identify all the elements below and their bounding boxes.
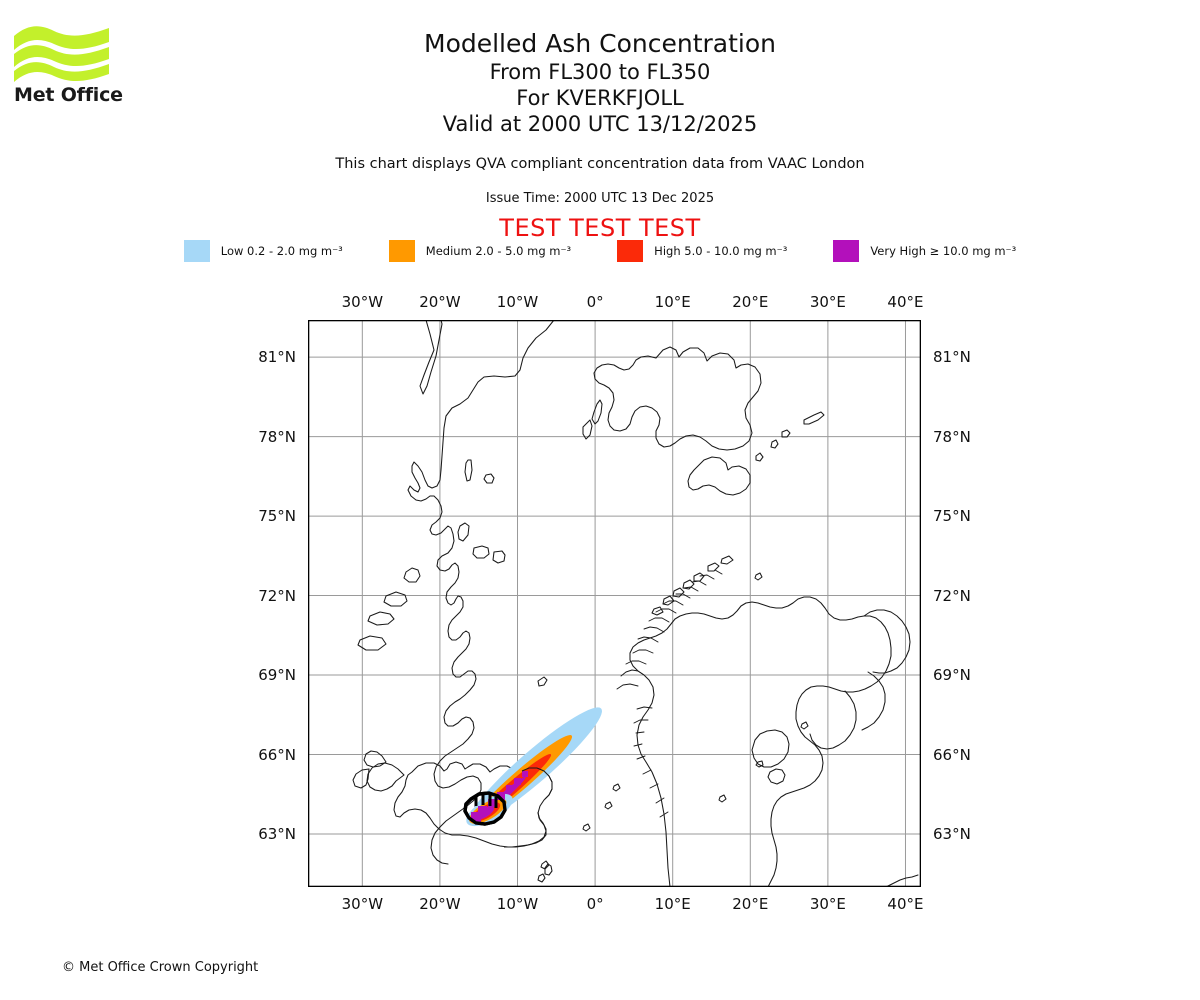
iceland-east-coast-top [521, 767, 553, 800]
legend-gap [343, 251, 389, 252]
met-office-logo: Met Office [14, 24, 124, 112]
axis-label-left-2: 69°N [258, 666, 296, 685]
met-office-logo-text: Met Office [14, 84, 123, 106]
axis-label-bottom-2: 10°W [496, 895, 539, 913]
met-office-wave-icon [14, 26, 109, 82]
axis-label-left-4: 75°N [258, 507, 296, 526]
axis-label-left-6: 81°N [258, 348, 296, 367]
axis-label-top-7: 40°E [887, 293, 924, 311]
legend-swatch-high [617, 240, 644, 262]
axis-label-top-5: 20°E [732, 293, 769, 311]
iceland-south-coast-top [504, 811, 547, 848]
legend-gap [571, 251, 617, 252]
legend-label-very-high: Very High ≥ 10.0 mg m⁻³ [870, 244, 1017, 258]
map-svg [308, 320, 921, 887]
axis-label-left-5: 78°N [258, 427, 296, 446]
axis-label-left-0: 63°N [258, 825, 296, 843]
legend-item-very-high: Very High ≥ 10.0 mg m⁻³ [833, 240, 1016, 262]
legend-label-medium: Medium 2.0 - 5.0 mg m⁻³ [425, 244, 572, 258]
title-block: Modelled Ash Concentration From FL300 to… [0, 28, 1200, 137]
legend-item-low: Low 0.2 - 2.0 mg m⁻³ [183, 240, 343, 262]
axis-label-right-0: 63°N [933, 825, 971, 843]
axis-label-bottom-1: 20°W [419, 895, 461, 913]
axis-label-bottom-7: 40°E [887, 895, 924, 913]
legend-label-low: Low 0.2 - 2.0 mg m⁻³ [220, 244, 343, 258]
axis-label-bottom-6: 30°E [809, 895, 846, 913]
axis-label-top-0: 30°W [341, 293, 384, 311]
axis-label-top-2: 10°W [496, 293, 539, 311]
test-banner: TEST TEST TEST [499, 214, 701, 242]
axis-label-right-4: 75°N [933, 507, 971, 526]
legend-item-medium: Medium 2.0 - 5.0 mg m⁻³ [388, 240, 572, 262]
axis-label-bottom-0: 30°W [341, 895, 384, 913]
issue-time: Issue Time: 2000 UTC 13 Dec 2025 [485, 191, 715, 206]
legend-swatch-low [183, 240, 210, 262]
flight-level-range: From FL300 to FL350 [489, 60, 711, 84]
plume-core-blobs [471, 771, 528, 822]
legend-swatch-medium [388, 240, 415, 262]
volcano-name: For KVERKFJOLL [516, 86, 684, 110]
chart-subtitle: This chart displays QVA compliant concen… [335, 156, 865, 172]
axis-label-left-1: 66°N [258, 745, 296, 764]
axis-label-bottom-3: 0° [586, 895, 604, 913]
copyright-footer: © Met Office Crown Copyright [62, 960, 259, 975]
axis-label-right-5: 78°N [933, 427, 971, 446]
axis-label-bottom-5: 20°E [732, 895, 769, 913]
map-background [308, 320, 921, 887]
ash-plume [463, 707, 602, 848]
axis-label-right-3: 72°N [933, 586, 971, 605]
map-plot-area: 30°W 20°W 10°W 0° 10°E 20°E 30°E 40°E 30°W 20°W 1… [258, 293, 971, 913]
coastlines [352, 320, 919, 887]
axis-label-top-6: 30°E [809, 293, 846, 311]
chart-title: Modelled Ash Concentration [424, 29, 776, 58]
valid-time: Valid at 2000 UTC 13/12/2025 [442, 112, 758, 136]
legend-swatch-very-high [833, 240, 860, 262]
vatnajokull-outline-top [463, 791, 507, 826]
axis-label-right-2: 69°N [933, 666, 971, 685]
axis-label-left-3: 72°N [258, 586, 296, 605]
axis-label-top-1: 20°W [419, 293, 461, 311]
glacier-hatch-top [474, 794, 498, 808]
legend-item-high: High 5.0 - 10.0 mg m⁻³ [617, 240, 787, 262]
concentration-legend: Low 0.2 - 2.0 mg m⁻³ Medium 2.0 - 5.0 mg … [0, 240, 1200, 264]
axis-label-bottom-4: 10°E [654, 895, 691, 913]
legend-label-high: High 5.0 - 10.0 mg m⁻³ [654, 244, 788, 258]
axis-label-right-6: 81°N [933, 348, 971, 367]
legend-gap [787, 251, 833, 252]
map-gridlines [308, 320, 921, 887]
map-frame [308, 320, 921, 887]
axis-label-top-3: 0° [586, 293, 604, 311]
axis-label-right-1: 66°N [933, 745, 971, 764]
axis-label-top-4: 10°E [654, 293, 691, 311]
